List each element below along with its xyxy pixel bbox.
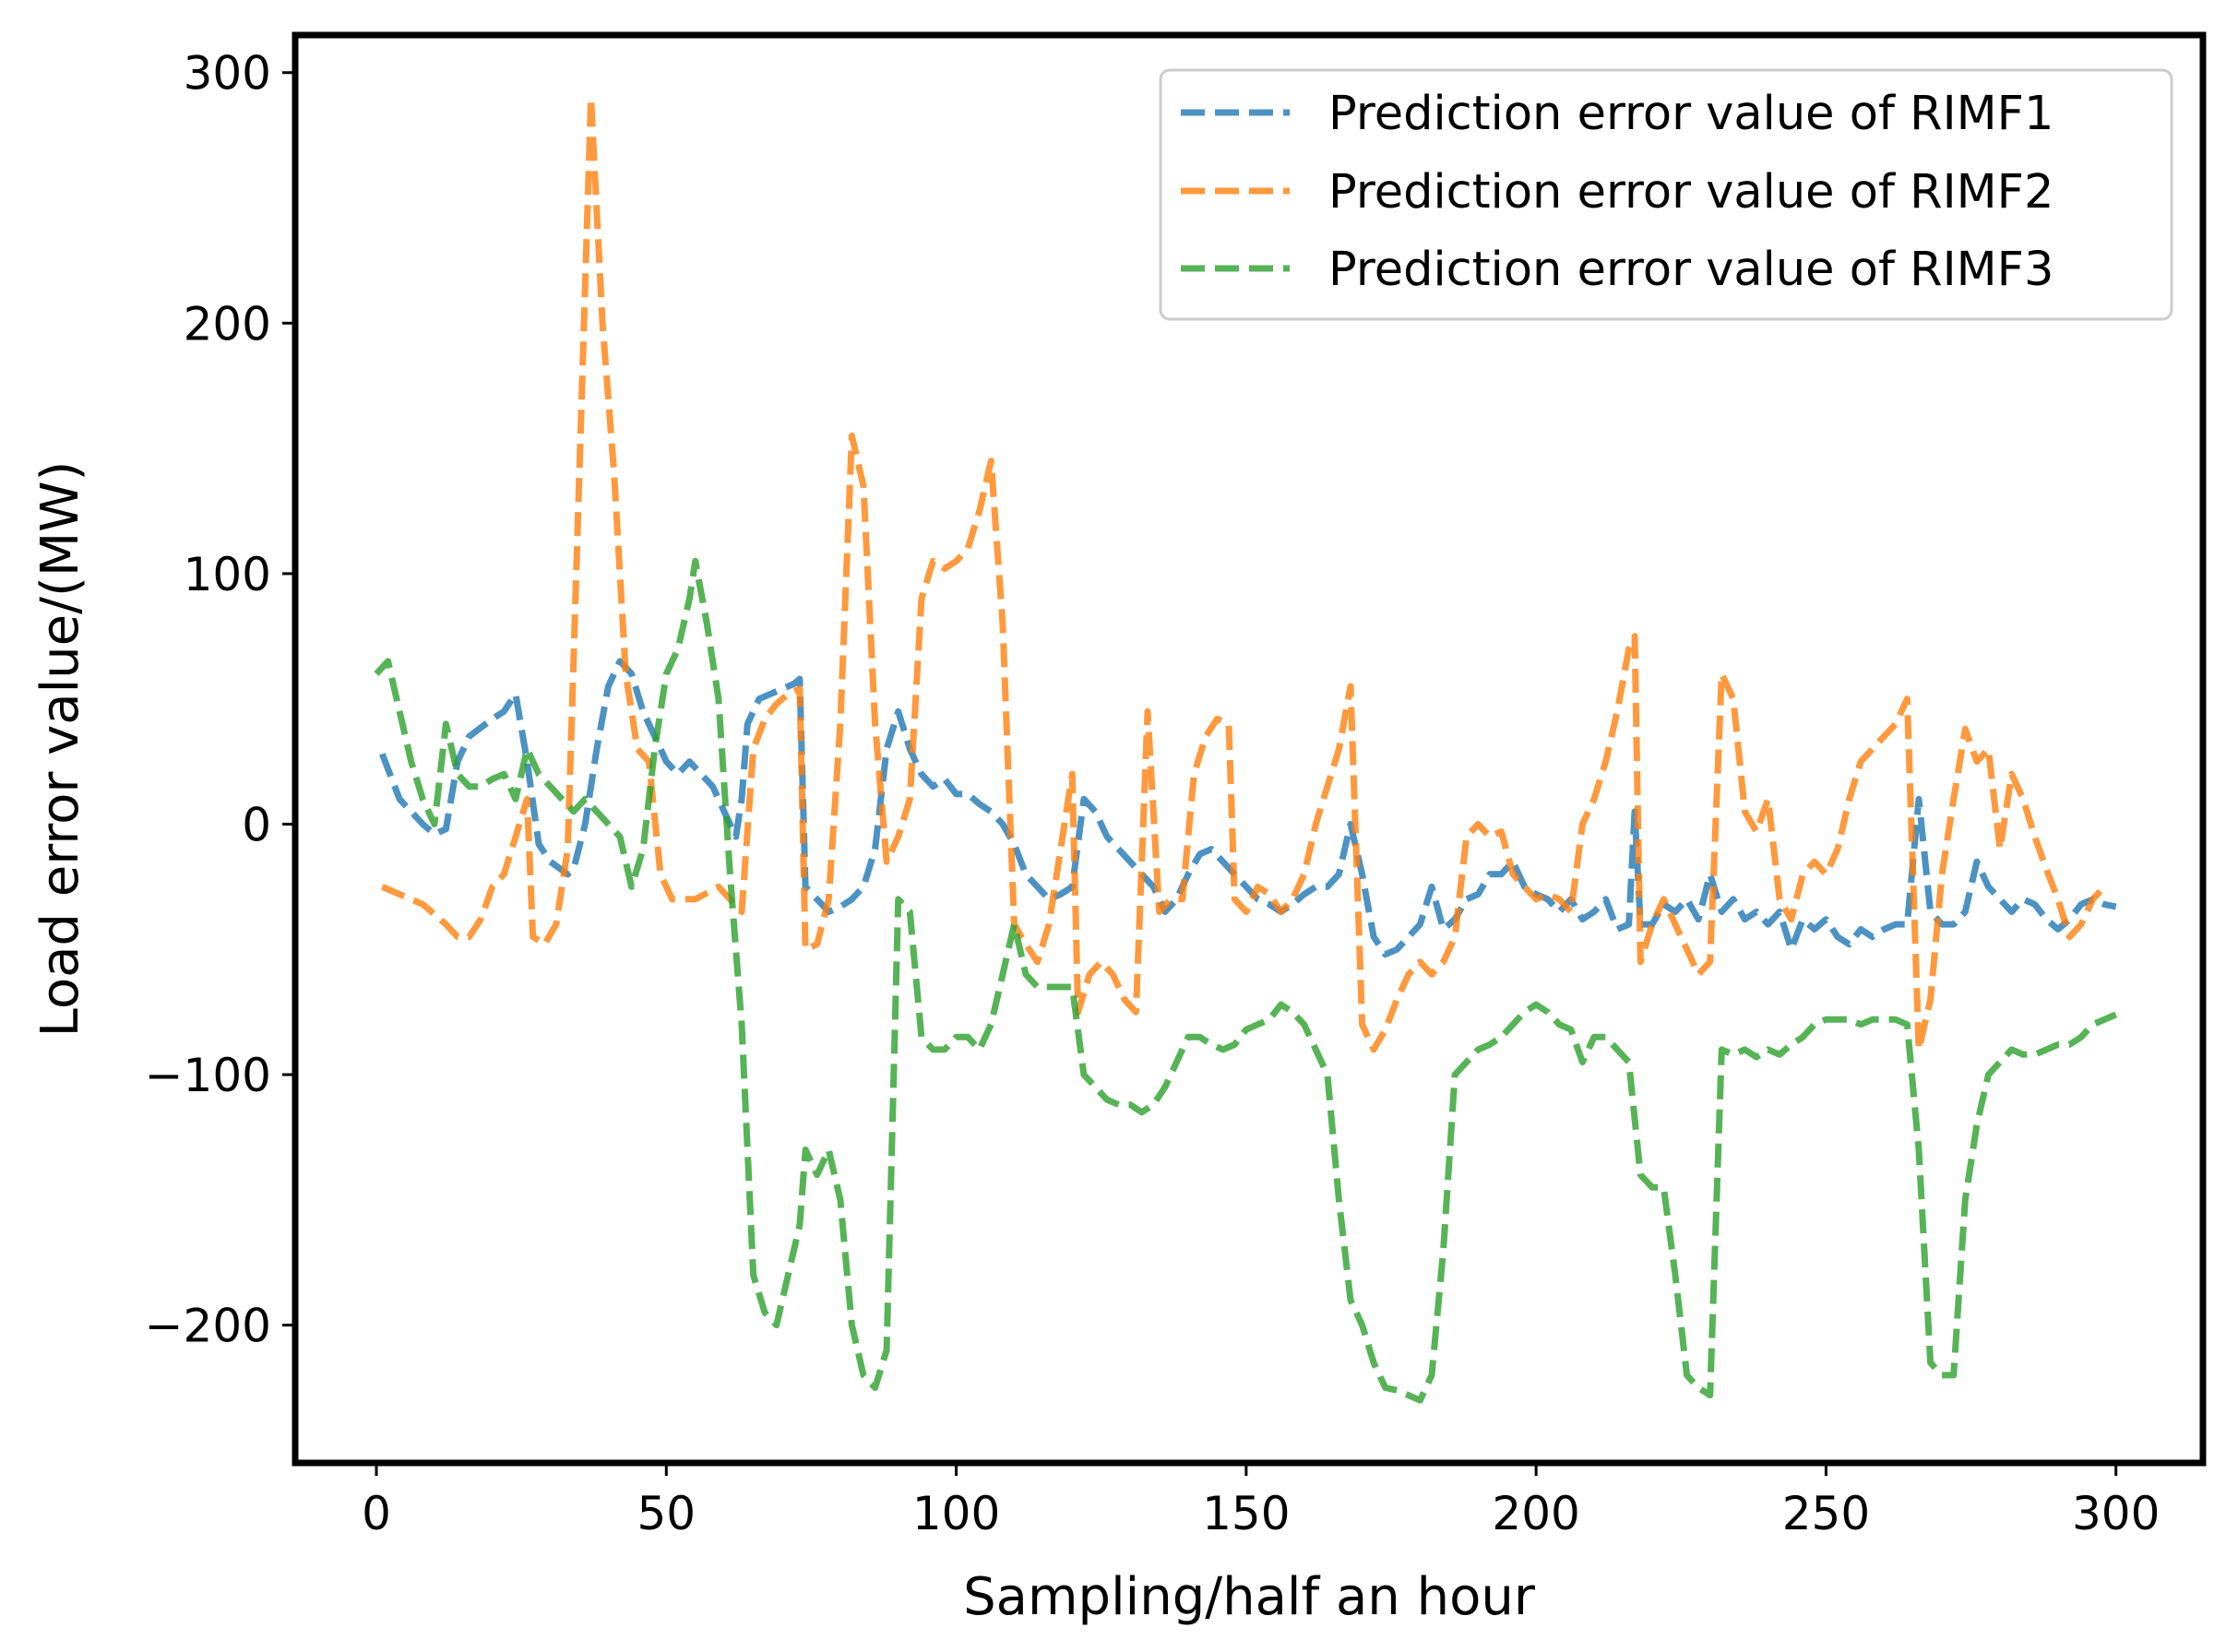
legend: Prediction error value of RIMF1 Predicti… <box>1159 68 2173 321</box>
series-line-rimf2 <box>380 94 2107 1053</box>
x-tick-label: 250 <box>1782 1487 1870 1540</box>
plot-series-group <box>374 94 2118 1404</box>
x-tick-label: 0 <box>362 1487 391 1540</box>
x-axis-label: Sampling/half an hour <box>963 1567 1536 1627</box>
y-tick-label: −200 <box>145 1300 271 1353</box>
legend-label-rimf3: Prediction error value of RIMF3 <box>1328 243 2053 297</box>
legend-label-rimf1: Prediction error value of RIMF1 <box>1328 87 2053 141</box>
y-axis: −200 −100 0 100 200 300 <box>145 47 295 1353</box>
x-tick-label: 100 <box>912 1487 1000 1540</box>
x-tick-label: 300 <box>2072 1487 2160 1540</box>
y-tick-label: 100 <box>184 548 271 601</box>
series-line-rimf1 <box>379 658 2117 958</box>
y-tick-label: 300 <box>184 47 271 101</box>
legend-label-rimf2: Prediction error value of RIMF2 <box>1328 165 2053 220</box>
x-axis: 0 50 100 150 200 250 300 <box>362 1463 2160 1540</box>
x-tick-label: 200 <box>1492 1487 1579 1540</box>
y-tick-label: −100 <box>145 1049 271 1102</box>
y-tick-label: 200 <box>184 297 271 351</box>
legend-box <box>1159 68 2173 321</box>
plot-frame <box>292 31 2207 1467</box>
y-tick-label: 0 <box>242 798 271 851</box>
x-tick-label: 50 <box>637 1487 696 1540</box>
series-line-rimf3 <box>374 557 2118 1404</box>
x-tick-label: 150 <box>1202 1487 1290 1540</box>
y-axis-label: Load error value/(MW) <box>30 461 90 1038</box>
